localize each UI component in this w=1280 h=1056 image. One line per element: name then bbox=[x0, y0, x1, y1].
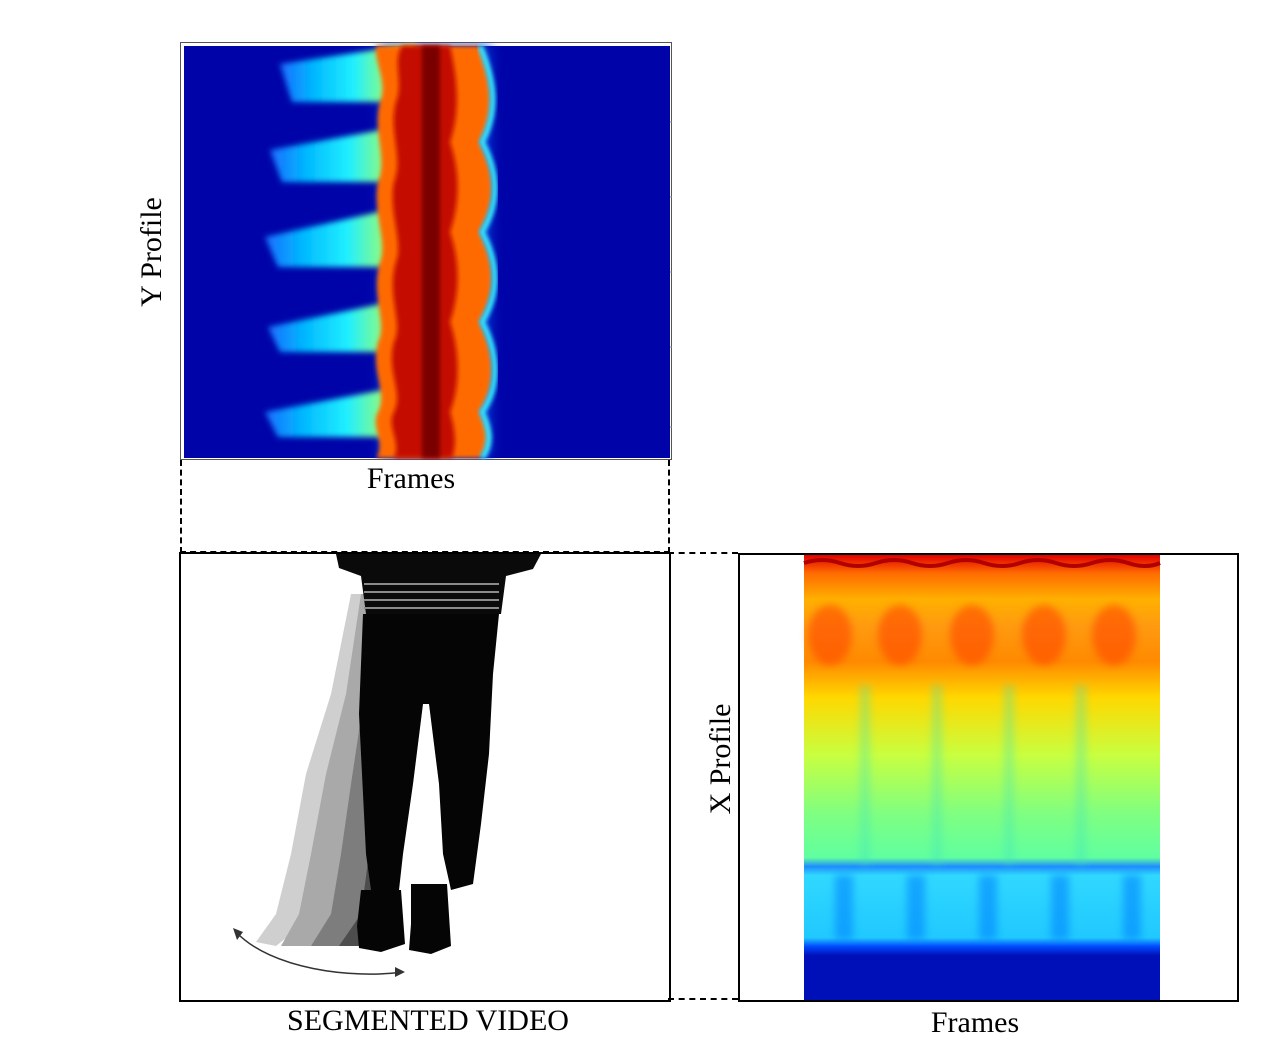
y-core-band bbox=[422, 46, 440, 458]
y-profile-frames-label: Frames bbox=[366, 462, 456, 495]
dashed-connector-box bbox=[180, 460, 670, 553]
dashed-connector-bottom bbox=[668, 998, 738, 1000]
x-profile-frames-label: Frames bbox=[930, 1006, 1020, 1039]
segmented-video-caption: SEGMENTED VIDEO bbox=[287, 1004, 569, 1037]
motion-arrow bbox=[235, 931, 404, 975]
x-profile-frame bbox=[738, 553, 1239, 1002]
y-spike bbox=[270, 124, 415, 182]
y-profile-axis-label: Y Profile bbox=[135, 197, 168, 307]
x-profile-axis-label: X Profile bbox=[704, 703, 737, 815]
y-spike bbox=[265, 204, 415, 267]
x-profile-heatmap bbox=[803, 555, 1161, 1000]
y-profile-heatmap bbox=[180, 42, 672, 460]
y-spike bbox=[268, 297, 415, 352]
segmented-silhouette bbox=[233, 554, 541, 977]
dashed-connector-top bbox=[668, 552, 738, 554]
segmented-video-frame bbox=[179, 552, 671, 1002]
